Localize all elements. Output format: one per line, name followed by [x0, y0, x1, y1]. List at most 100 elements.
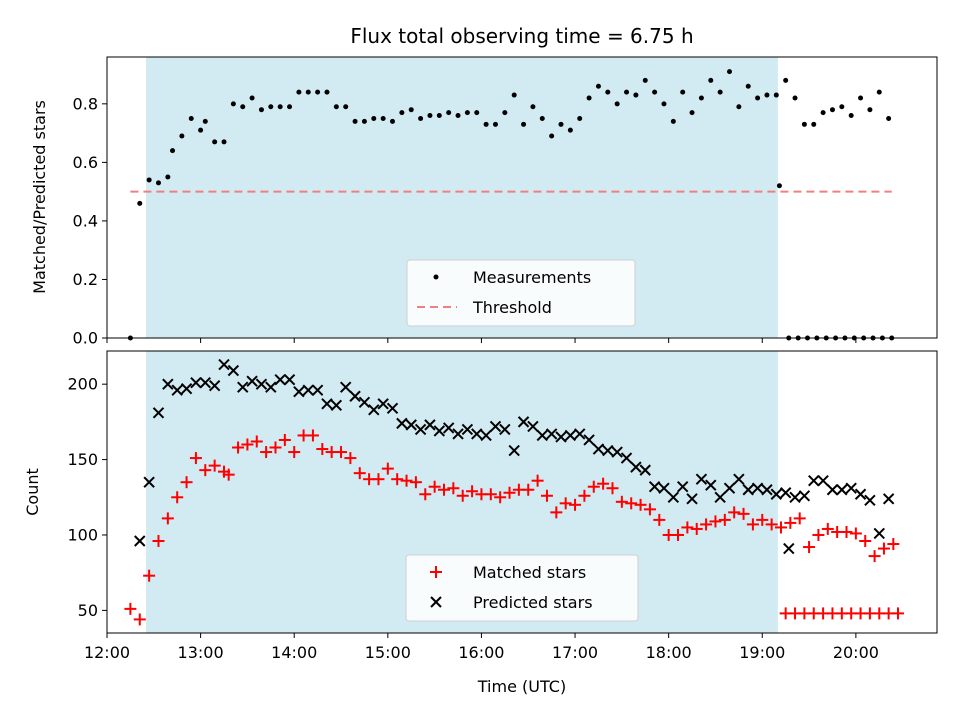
- measurement-point: [661, 101, 667, 107]
- predicted-stars-point: [648, 481, 661, 493]
- matched-stars-point: [672, 528, 685, 541]
- measurement-point: [539, 115, 545, 121]
- measurement-point: [427, 113, 433, 119]
- predicted-stars-point: [480, 429, 492, 442]
- y-axis-bottom: 50 100 150 200: [67, 375, 107, 620]
- matched-stars-point: [437, 483, 450, 496]
- matched-stars-point: [381, 462, 394, 475]
- measurement-point: [792, 95, 798, 101]
- predicted-stars-point: [321, 398, 333, 410]
- matched-stars-point: [161, 512, 174, 525]
- matched-stars-point: [849, 527, 862, 540]
- predicted-stars-point: [452, 428, 464, 440]
- legend-box-bottom: [405, 554, 639, 622]
- measurement-point: [801, 121, 807, 127]
- matched-stars-point: [409, 476, 422, 489]
- axes-frame-top: [106, 56, 938, 339]
- measurement-point: [727, 69, 732, 75]
- matched-stars-point: [821, 522, 834, 535]
- x-tick-label: 20:00: [833, 643, 879, 662]
- measurement-point: [315, 89, 321, 95]
- x-tick: 16:00: [458, 633, 504, 662]
- predicted-stars-point: [171, 384, 183, 396]
- predicted-stars-point: [873, 527, 885, 540]
- x-tick: 13:00: [178, 633, 224, 662]
- matched-stars-point: [569, 498, 582, 511]
- x-tick-label: 15:00: [365, 643, 411, 662]
- predicted-stars-point: [676, 481, 689, 493]
- x-tick-label: 18:00: [646, 643, 692, 662]
- measurement-point: [736, 104, 742, 110]
- measurement-point: [511, 92, 517, 98]
- matched-stars-point: [278, 433, 291, 446]
- matched-stars-point: [400, 474, 413, 487]
- measurement-point: [155, 180, 161, 186]
- matched-stars-point: [171, 491, 184, 504]
- matched-stars-point: [597, 477, 610, 490]
- matched-stars-point: [232, 441, 245, 454]
- y-axis-bottom-tick: 150: [67, 450, 107, 469]
- x-tick-label: 12:00: [84, 643, 130, 662]
- matched-stars-point: [133, 613, 146, 626]
- y-axis-top-tick-label: 0.2: [73, 270, 98, 289]
- predicted-stars-point: [854, 488, 867, 500]
- measurement-point: [745, 83, 751, 89]
- measurement-point: [268, 104, 274, 110]
- predicted-stars-point: [208, 379, 221, 392]
- predicted-stars-point: [414, 423, 427, 436]
- measurement-point: [464, 110, 470, 116]
- matched-stars-point: [746, 518, 759, 531]
- matched-stars-point: [419, 488, 432, 501]
- x-tick-label: 14:00: [271, 643, 317, 662]
- matched-stars-point: [812, 528, 825, 541]
- matched-stars-point: [372, 473, 385, 486]
- matched-stars-point: [690, 522, 703, 535]
- predicted-stars-point: [667, 491, 680, 503]
- measurement-point: [642, 77, 648, 83]
- y-axis-top: 0.0 0.2 0.4 0.6 0.8: [73, 94, 107, 348]
- measurement-point: [212, 139, 218, 145]
- legend-top: Measurements Threshold: [406, 259, 636, 327]
- matched-stars-point: [316, 443, 329, 456]
- predicted-stars-point: [265, 381, 277, 393]
- y-axis-top-tick-label: 0.4: [73, 211, 98, 230]
- predicted-stars-point: [639, 464, 651, 476]
- matched-stars-point: [615, 495, 628, 508]
- matched-stars-point: [587, 480, 600, 493]
- predicted-stars-point: [517, 416, 530, 428]
- y-axis-label-bottom: Count: [23, 468, 42, 516]
- legend-marker-measurements: [433, 274, 439, 280]
- measurement-point: [296, 89, 302, 95]
- predicted-stars-point: [761, 484, 773, 496]
- matched-stars-point: [774, 521, 787, 534]
- predicted-stars-point: [311, 384, 324, 396]
- matched-stars-point: [353, 467, 366, 480]
- predicted-stars-point: [695, 473, 708, 485]
- predicted-stars-point: [199, 376, 211, 389]
- x-tick: 20:00: [833, 633, 879, 662]
- measurement-point: [530, 104, 536, 110]
- legend-box-top: [406, 259, 636, 327]
- predicted-stars-point: [686, 493, 698, 505]
- predicted-stars-point: [620, 452, 633, 464]
- x-tick: 17:00: [552, 633, 598, 662]
- measurement-point: [689, 110, 695, 116]
- predicted-stars-point: [302, 384, 314, 396]
- measurement-point: [521, 121, 527, 127]
- matched-stars-point: [260, 446, 273, 459]
- y-axis-top-tick-label: 0.8: [73, 94, 98, 113]
- measurement-point: [680, 89, 686, 95]
- x-tick-label: 19:00: [739, 643, 785, 662]
- chart-title: Flux total observing time = 6.75 h: [350, 24, 693, 48]
- matched-stars-point: [391, 473, 404, 486]
- predicted-stars-point: [499, 423, 511, 436]
- measurement-point: [380, 115, 386, 121]
- predicted-stars-point: [255, 378, 268, 390]
- predicted-stars-point: [733, 473, 745, 485]
- matched-stars-point: [241, 438, 254, 451]
- matched-stars-point: [522, 483, 535, 496]
- legend-marker-predicted: [430, 596, 442, 608]
- matched-stars-point: [503, 486, 516, 499]
- measurement-point: [436, 113, 442, 119]
